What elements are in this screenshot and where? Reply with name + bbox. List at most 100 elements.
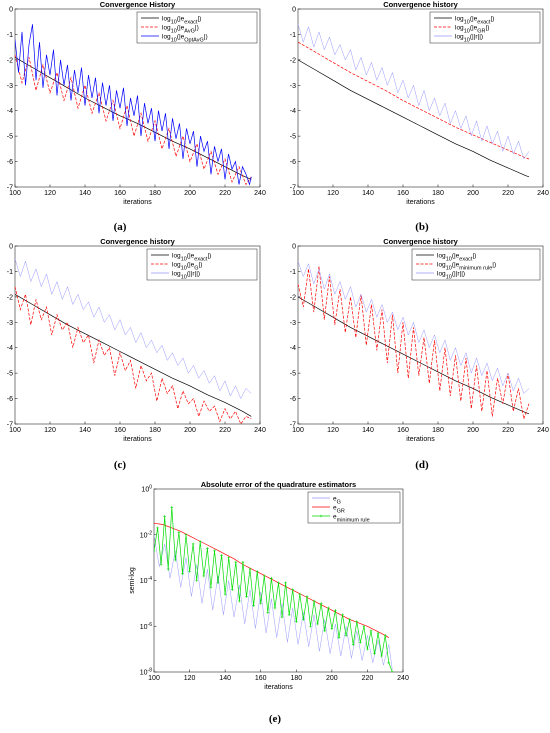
series-line-1 — [298, 266, 530, 420]
legend-text: log — [455, 15, 464, 22]
series-marker — [209, 586, 213, 589]
y-tick-label: -5 — [7, 371, 13, 378]
chart-title: Convergence History — [100, 0, 176, 9]
series-line-1 — [15, 54, 252, 186]
series-marker — [255, 570, 259, 573]
x-tick-label: 240 — [397, 675, 409, 682]
legend-text: |) — [472, 252, 476, 259]
legend-subscript: exact — [184, 19, 198, 25]
y-tick-label: -7 — [290, 422, 296, 429]
x-tick-label: 240 — [254, 427, 266, 434]
chart-title: Convergence history — [100, 237, 175, 246]
series-marker — [230, 588, 234, 591]
x-tick-label: 120 — [44, 427, 56, 434]
x-tick-label: 200 — [184, 190, 196, 197]
series-marker — [227, 556, 230, 559]
x-tick-label: 220 — [219, 427, 231, 434]
series-marker — [355, 620, 359, 623]
y-tick-exponent: 0 — [149, 485, 152, 491]
legend-text: (|e — [452, 252, 460, 259]
y-tick-label: 10-4 — [140, 576, 152, 585]
series-marker — [277, 581, 280, 585]
y-tick-label: 100 — [141, 485, 152, 494]
x-tick-label: 200 — [467, 427, 479, 434]
series-line-2 — [298, 24, 530, 160]
x-tick-label: 140 — [362, 427, 374, 434]
x-tick-label: 200 — [184, 427, 196, 434]
legend-subscript: OptAvG — [184, 37, 203, 43]
y-tick-label: -3 — [290, 83, 296, 90]
legend-text: |) — [486, 24, 490, 31]
series-marker — [280, 615, 284, 619]
legend-subscript: 10 — [171, 19, 177, 25]
legend-entry: log10(||r||) — [172, 270, 200, 280]
series-layer — [15, 258, 252, 424]
series-layer — [298, 24, 530, 178]
series-marker — [248, 567, 252, 571]
legend-box — [429, 11, 541, 44]
legend-subscript: exact — [477, 19, 491, 25]
x-tick-label: 240 — [254, 190, 266, 197]
y-tick-label: -6 — [7, 396, 13, 403]
legend-text: |) — [195, 24, 199, 31]
legend-text: (||r||) — [470, 33, 483, 40]
series-marker — [198, 540, 202, 543]
legend-subscript: GR — [337, 508, 345, 514]
chart-title: Convergence history — [383, 0, 458, 9]
y-tick-label: -4 — [290, 108, 296, 115]
y-tick-base: 10 — [140, 578, 148, 585]
series-marker — [380, 654, 383, 658]
x-tick-label: 220 — [502, 190, 514, 197]
y-tick-label: -5 — [7, 134, 13, 141]
series-marker — [387, 661, 391, 665]
series-marker — [312, 599, 316, 603]
legend-text: (|e — [470, 15, 478, 22]
chart-title: Absolute error of the quadrature estimat… — [201, 480, 356, 489]
legend-subscript: G — [337, 499, 341, 505]
series-marker — [383, 634, 387, 637]
series-marker — [184, 533, 188, 537]
series-marker — [220, 554, 223, 557]
plot-frame — [14, 8, 261, 188]
x-tick-label: 140 — [219, 675, 231, 682]
legend-subscript: exact — [194, 256, 208, 262]
series-marker — [166, 567, 170, 571]
y-tick-label: 0 — [292, 244, 296, 251]
legend-text: |) — [492, 261, 496, 268]
legend-entry: eG — [333, 495, 341, 505]
y-tick-label: -1 — [290, 32, 296, 39]
series-marker — [252, 604, 255, 607]
series-marker — [309, 624, 312, 628]
x-tick-label: 100 — [292, 190, 304, 197]
legend-entry: log10(||r||) — [437, 270, 465, 280]
x-axis-label: iterations — [406, 199, 435, 206]
series-marker — [174, 558, 177, 562]
y-tick-label: -5 — [290, 134, 296, 141]
legend-text: log — [172, 261, 181, 268]
legend-text: (|e — [187, 252, 195, 259]
series-marker — [337, 636, 341, 639]
legend-text: log — [455, 33, 464, 40]
series-layer — [15, 24, 252, 186]
y-axis-label: semi-log — [129, 567, 136, 594]
series-marker — [376, 631, 380, 635]
series-marker — [362, 624, 366, 628]
series-marker — [351, 643, 355, 646]
chart-e: Absolute error of the quadrature estimat… — [129, 480, 409, 691]
y-tick-label: -2 — [7, 57, 13, 64]
series-marker — [305, 595, 309, 598]
x-tick-label: 180 — [432, 427, 444, 434]
series-marker — [188, 570, 191, 573]
x-tick-label: 140 — [79, 427, 91, 434]
legend-subscript: 10 — [171, 28, 177, 34]
y-tick-exponent: -2 — [148, 530, 153, 536]
series-marker — [273, 606, 277, 610]
legend-text: e — [333, 504, 337, 511]
x-tick-label: 240 — [537, 190, 549, 197]
legend-subscript: 10 — [446, 265, 452, 271]
x-tick-label: 120 — [327, 190, 339, 197]
y-tick-label: -7 — [7, 185, 13, 192]
series-marker — [344, 634, 348, 637]
series-marker — [216, 581, 220, 585]
